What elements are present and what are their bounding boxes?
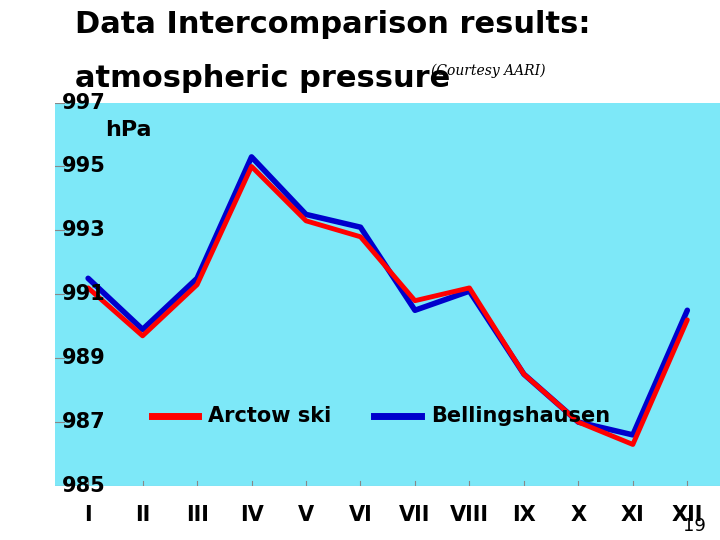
Text: (Courtesy AARI): (Courtesy AARI) <box>431 64 546 78</box>
Text: 985: 985 <box>62 476 106 496</box>
Text: VI: VI <box>348 505 372 525</box>
Text: IPY
2007
2008: IPY 2007 2008 <box>15 38 40 70</box>
Text: Bellingshausen: Bellingshausen <box>431 406 610 426</box>
Text: X: X <box>570 505 586 525</box>
Text: XII: XII <box>672 505 703 525</box>
Text: 987: 987 <box>62 412 106 432</box>
Text: V: V <box>298 505 314 525</box>
Text: Data Intercomparison results:: Data Intercomparison results: <box>76 10 591 39</box>
Text: VIII: VIII <box>450 505 489 525</box>
Text: 989: 989 <box>62 348 106 368</box>
Text: I: I <box>84 505 92 525</box>
Text: IX: IX <box>512 505 536 525</box>
Text: WMO
OMM: WMO OMM <box>14 492 41 513</box>
Text: IV: IV <box>240 505 264 525</box>
Text: 993: 993 <box>62 220 106 240</box>
Text: XI: XI <box>621 505 644 525</box>
Text: III: III <box>186 505 209 525</box>
Text: II: II <box>135 505 150 525</box>
Text: 997: 997 <box>62 92 106 113</box>
Text: Arctow ski: Arctow ski <box>208 406 331 426</box>
Text: atmospheric pressure: atmospheric pressure <box>76 64 451 93</box>
Text: 991: 991 <box>62 284 106 305</box>
Text: 19: 19 <box>683 517 706 535</box>
Text: 995: 995 <box>62 157 106 177</box>
Text: VII: VII <box>400 505 431 525</box>
Text: hPa: hPa <box>105 120 152 140</box>
